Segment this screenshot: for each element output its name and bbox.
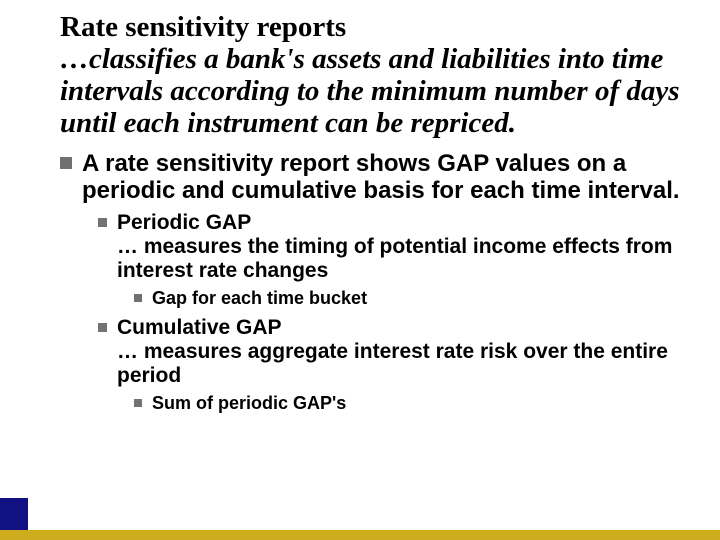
square-bullet-icon bbox=[98, 323, 107, 332]
lvl2-text: Cumulative GAP … measures aggregate inte… bbox=[117, 316, 680, 388]
lvl2-label: Periodic GAP bbox=[117, 211, 251, 234]
lvl3-text: Sum of periodic GAP's bbox=[152, 393, 346, 415]
bullet-lvl3: Gap for each time bucket bbox=[134, 288, 680, 310]
square-bullet-icon bbox=[134, 294, 142, 302]
lvl2-label: Cumulative GAP bbox=[117, 316, 282, 339]
bullet-lvl2: Cumulative GAP … measures aggregate inte… bbox=[98, 316, 680, 388]
bullet-lvl3: Sum of periodic GAP's bbox=[134, 393, 680, 415]
slide-title: Rate sensitivity reports …classifies a b… bbox=[60, 12, 680, 140]
square-bullet-icon bbox=[134, 399, 142, 407]
lvl2-desc: … measures aggregate interest rate risk … bbox=[117, 340, 668, 387]
bullet-lvl1: A rate sensitivity report shows GAP valu… bbox=[60, 150, 680, 205]
lvl2-desc: … measures the timing of potential incom… bbox=[117, 235, 672, 282]
slide: Rate sensitivity reports …classifies a b… bbox=[0, 0, 720, 540]
body-content: A rate sensitivity report shows GAP valu… bbox=[60, 150, 680, 415]
lvl3-text: Gap for each time bucket bbox=[152, 288, 367, 310]
square-bullet-icon bbox=[98, 218, 107, 227]
bottom-accent-bar bbox=[0, 530, 720, 540]
lvl2-text: Periodic GAP … measures the timing of po… bbox=[117, 211, 680, 283]
square-bullet-icon bbox=[60, 157, 72, 169]
bullet-lvl2: Periodic GAP … measures the timing of po… bbox=[98, 211, 680, 283]
title-line1: Rate sensitivity reports bbox=[60, 11, 346, 43]
lvl1-text: A rate sensitivity report shows GAP valu… bbox=[82, 150, 680, 205]
title-subtitle: …classifies a bank's assets and liabilit… bbox=[60, 43, 680, 139]
